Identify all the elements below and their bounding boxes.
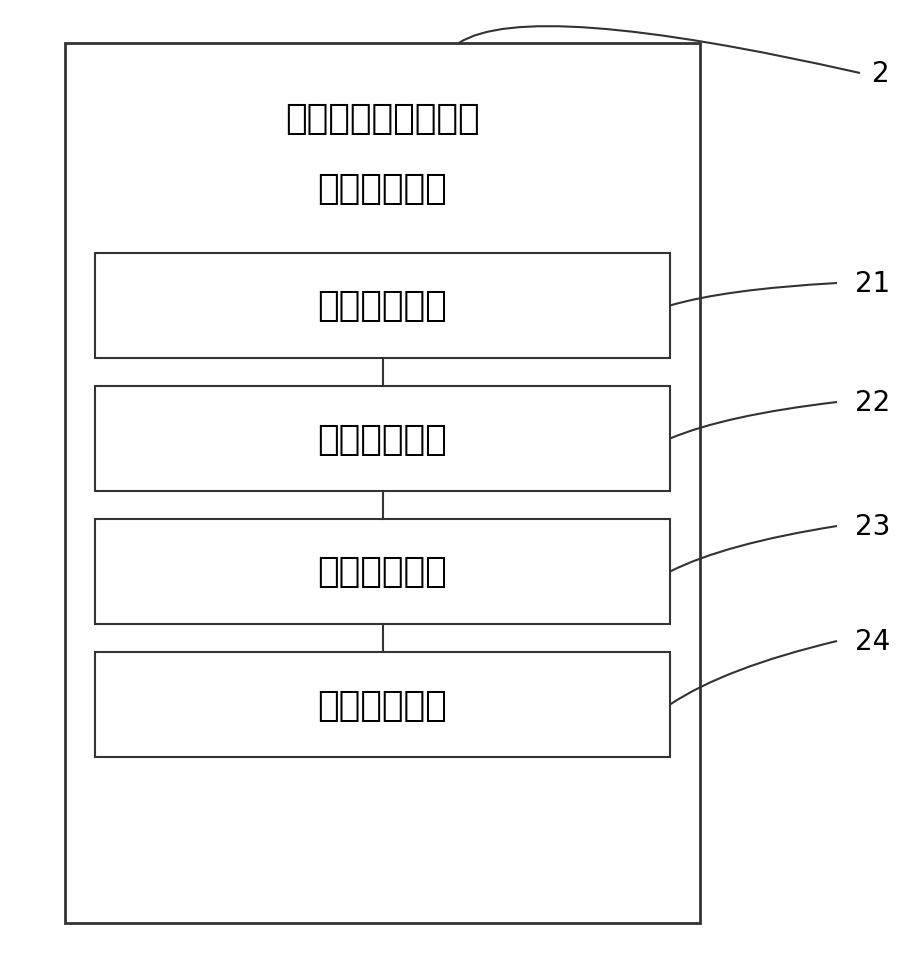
Text: 22: 22 (855, 388, 891, 417)
Bar (95, 519, 670, 624)
Bar (95, 386, 670, 492)
Text: 用于连续重整装置的: 用于连续重整装置的 (285, 102, 480, 136)
Text: 23: 23 (855, 512, 891, 541)
Text: 2: 2 (872, 60, 890, 88)
Text: 参数求解单元: 参数求解单元 (318, 555, 448, 589)
Bar (65, 44, 700, 923)
Bar (95, 253, 670, 359)
Bar (95, 652, 670, 757)
Text: 实时优化设备: 实时优化设备 (318, 172, 448, 205)
Text: 优化实现单元: 优化实现单元 (318, 688, 448, 722)
Text: 模型建立单元: 模型建立单元 (318, 289, 448, 323)
Text: 21: 21 (855, 270, 891, 297)
Text: 24: 24 (855, 627, 891, 655)
Text: 数据整理单元: 数据整理单元 (318, 422, 448, 456)
